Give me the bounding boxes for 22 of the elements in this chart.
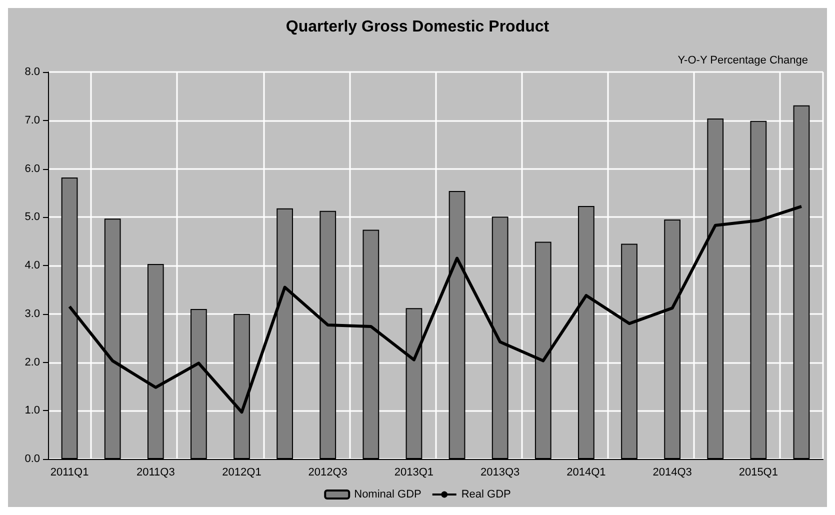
x-tick-label: 2014Q3 [652, 466, 692, 478]
y-tick-label: 2.0 [24, 356, 40, 368]
y-tick-label: 5.0 [24, 211, 40, 224]
x-tick-label: 2013Q3 [480, 466, 520, 478]
chart-title: Quarterly Gross Domestic Product [286, 18, 550, 36]
x-tick-label: 2011Q1 [50, 466, 89, 478]
y-tick-label: 4.0 [24, 260, 40, 272]
legend-label: Real GDP [461, 488, 511, 500]
x-tick-label: 2012Q3 [308, 466, 348, 478]
y-tick-label: 1.0 [24, 404, 40, 417]
y-axis-title: Y-O-Y Percentage Change [678, 54, 808, 66]
y-tick-label: 6.0 [24, 162, 40, 175]
y-tick-label: 8.0 [24, 66, 40, 78]
x-tick-label: 2014Q1 [566, 466, 606, 478]
legend-label: Nominal GDP [354, 488, 422, 500]
y-tick-label: 3.0 [24, 308, 40, 320]
x-tick-label: 2011Q3 [136, 466, 175, 478]
x-tick-label: 2013Q1 [394, 466, 434, 478]
x-tick-label: 2012Q1 [222, 466, 262, 478]
y-tick-label: 7.0 [24, 114, 40, 126]
y-tick-label: 0.0 [24, 453, 40, 465]
x-tick-label: 2015Q1 [738, 466, 778, 478]
